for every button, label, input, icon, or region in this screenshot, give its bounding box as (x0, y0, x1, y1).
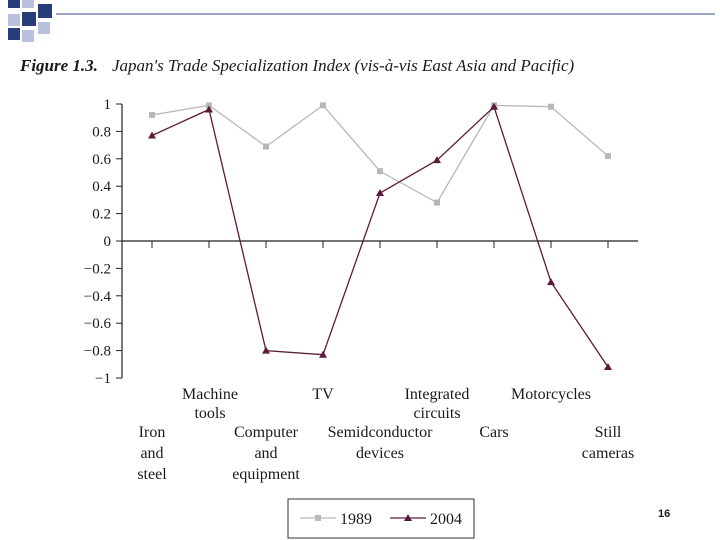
slide-corner-decoration (8, 0, 715, 42)
y-tick-label: 1 (104, 97, 112, 113)
legend-label-2004: 2004 (430, 511, 462, 528)
y-tick-label: −0.6 (84, 316, 112, 332)
category-label: Machine (182, 386, 238, 403)
category-label: equipment (232, 466, 300, 483)
data-point-2004 (148, 131, 156, 139)
category-label: Semidconductor (328, 424, 434, 441)
data-point-1989 (263, 143, 269, 150)
data-point-2004 (604, 363, 612, 371)
category-label: tools (194, 405, 225, 422)
category-label: Motorcycles (511, 386, 591, 403)
data-point-1989 (149, 111, 155, 118)
y-tick-label: −1 (95, 371, 111, 387)
category-label: steel (137, 466, 167, 483)
category-label: Integrated (405, 386, 470, 403)
category-label: and (254, 445, 277, 462)
figure-title: Figure 1.3. Japan's Trade Specialization … (20, 56, 710, 76)
category-label: Computer (234, 424, 299, 441)
legend-marker-2004 (404, 514, 412, 521)
y-tick-label: 0 (104, 234, 112, 250)
y-tick-label: 0.2 (92, 207, 111, 223)
legend-marker-1989 (315, 515, 321, 521)
y-tick-label: 0.4 (92, 179, 111, 195)
figure-number: Figure 1.3. (20, 56, 98, 75)
data-point-2004 (433, 156, 441, 164)
data-point-2004 (490, 102, 498, 110)
data-point-2004 (547, 278, 555, 286)
category-label: cameras (582, 445, 634, 462)
category-label: TV (312, 386, 334, 403)
data-point-1989 (320, 102, 326, 109)
series-line-2004 (151, 105, 609, 368)
data-point-2004 (262, 346, 270, 354)
y-tick-label: −0.8 (84, 344, 111, 360)
category-label: and (140, 445, 163, 462)
legend-label-1989: 1989 (340, 511, 372, 528)
data-point-2004 (319, 350, 327, 358)
data-point-1989 (548, 103, 554, 110)
y-tick-label: 0.8 (92, 124, 111, 140)
data-point-1989 (377, 168, 383, 175)
page-number: 16 (658, 508, 671, 520)
series-line-1989 (151, 104, 609, 204)
data-point-2004 (376, 189, 384, 197)
category-label: Still (595, 424, 622, 441)
data-point-2004 (205, 105, 213, 113)
category-label: circuits (413, 405, 460, 422)
data-point-1989 (434, 199, 440, 206)
figure-title-text: Japan's Trade Specialization Index (vis-… (111, 56, 575, 75)
category-label: devices (356, 445, 404, 462)
category-label: Cars (479, 424, 508, 441)
y-tick-label: 0.6 (92, 152, 111, 168)
y-tick-label: −0.4 (84, 289, 112, 305)
data-point-1989 (605, 153, 611, 160)
data-point-1989 (206, 102, 212, 109)
category-label: Iron (139, 424, 166, 441)
y-tick-label: −0.2 (84, 261, 111, 277)
